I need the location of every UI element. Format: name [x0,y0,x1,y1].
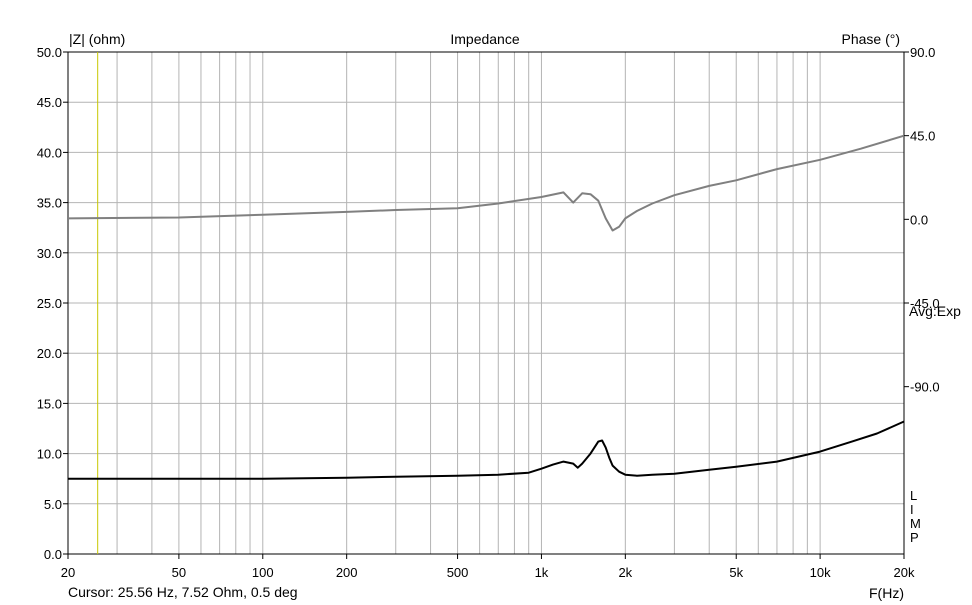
cursor-readout: Cursor: 25.56 Hz, 7.52 Ohm, 0.5 deg [68,584,298,600]
limp-letter: L [910,488,917,503]
x-tick-label: 1k [535,565,549,580]
phase-curve [67,134,905,232]
y2-tick-label: 45.0 [910,129,935,144]
x-tick-label: 500 [447,565,469,580]
grid-layer [68,52,904,554]
x-axis-label: F(Hz) [869,585,904,601]
x-tick-label: 10k [810,565,831,580]
y2-tick-label: -45.0 [910,296,940,311]
right-axis-label: Phase (°) [841,31,900,47]
impedance-curve [68,420,905,480]
x-tick-label: 5k [729,565,743,580]
series-layer [67,52,905,554]
chart-title: Impedance [450,31,519,47]
y-tick-label: 40.0 [37,145,62,160]
x-tick-label: 200 [336,565,358,580]
y-tick-label: 25.0 [37,296,62,311]
y-tick-label: 30.0 [37,246,62,261]
y-tick-label: 15.0 [37,396,62,411]
limp-letter: P [910,530,919,545]
left-axis-label: |Z| (ohm) [69,31,125,47]
x-tick-label: 100 [252,565,274,580]
y-tick-label: 20.0 [37,346,62,361]
x-tick-label: 20k [894,565,915,580]
y2-tick-label: -90.0 [910,380,940,395]
side-label: Avg:Exp [909,303,961,319]
y-tick-label: 50.0 [37,45,62,60]
y-tick-label: 45.0 [37,95,62,110]
axis-layer: 0.0 5.0 10.0 15.0 20.0 25.0 30.0 35.0 40.0 45.0 50… [37,45,940,580]
x-tick-label: 50 [172,565,186,580]
y-tick-label: 10.0 [37,447,62,462]
y-tick-label: 0.0 [44,547,62,562]
y2-tick-label: 0.0 [910,212,928,227]
y-tick-label: 35.0 [37,196,62,211]
y-tick-label: 5.0 [44,497,62,512]
x-tick-label: 20 [61,565,75,580]
y2-tick-label: 90.0 [910,45,935,60]
limp-letter: M [910,516,921,531]
limp-letter: I [910,502,914,517]
x-tick-label: 2k [618,565,632,580]
